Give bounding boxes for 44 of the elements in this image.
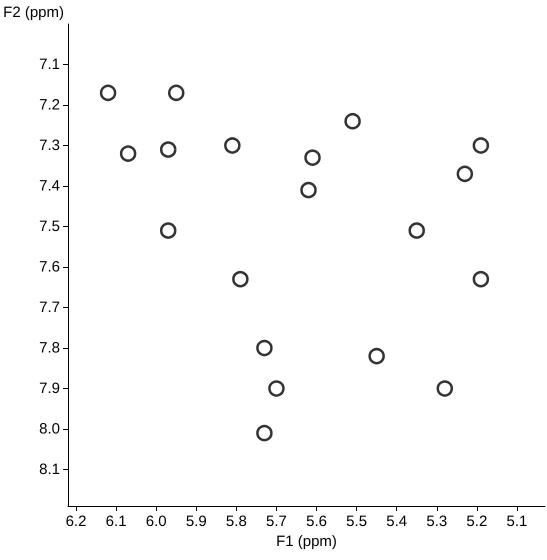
point (224, 137, 241, 154)
y-tick-label: 7.6 (39, 258, 60, 276)
point (344, 112, 361, 130)
point (120, 145, 136, 162)
point (160, 222, 176, 239)
y-tick-label: 7.5 (39, 218, 60, 236)
x-tick-label: 5.8 (226, 513, 247, 530)
x-tick-label: 5.2 (466, 513, 488, 530)
point (168, 84, 184, 102)
x-tick-label: 5.7 (266, 513, 287, 530)
y-tick-label: 7.7 (39, 299, 60, 316)
point (436, 380, 454, 397)
point (268, 380, 285, 397)
y-tick-label: 8.1 (39, 461, 60, 478)
y-tick-label: 7.9 (39, 380, 60, 398)
point (300, 182, 317, 198)
point (368, 348, 385, 364)
x-tick-label: 5.4 (386, 513, 408, 530)
y-tick-label: 7.8 (39, 340, 60, 357)
y-tick-label: 8.0 (39, 420, 60, 438)
x-axis-title: F1 (ppm) (276, 532, 337, 550)
point (456, 166, 474, 182)
x-tick-label: 6.2 (66, 513, 86, 530)
point (472, 137, 490, 154)
point (232, 270, 249, 288)
x-tick-label: 5.5 (346, 513, 368, 530)
y-tick-label: 7.1 (39, 56, 60, 74)
y-tick-label: 7.4 (39, 178, 60, 195)
y-tick-label: 7.2 (39, 96, 60, 114)
x-tick-label: 5.6 (306, 513, 327, 530)
x-tick-label: 5.1 (506, 513, 528, 530)
x-tick-label: 6.1 (106, 513, 127, 530)
point (100, 84, 116, 102)
point (408, 222, 425, 239)
point (256, 424, 273, 442)
point (256, 340, 273, 356)
x-tick-label: 6.0 (146, 513, 167, 530)
point (160, 141, 176, 158)
y-tick-label: 7.3 (39, 137, 60, 154)
point (304, 149, 321, 166)
y-axis-title: F2 (ppm) (3, 4, 64, 21)
x-tick-label: 5.9 (186, 513, 207, 530)
x-tick-label: 5.3 (426, 513, 448, 530)
point (472, 270, 490, 288)
